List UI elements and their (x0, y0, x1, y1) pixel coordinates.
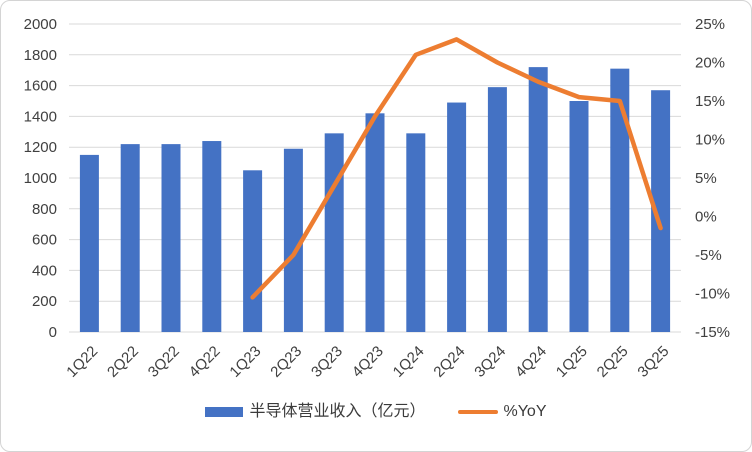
x-axis-tick-label: 3Q23 (308, 343, 346, 381)
left-axis-tick-label: 1400 (24, 108, 57, 125)
yoy-line (250, 37, 663, 300)
right-axis-tick-label: 20% (695, 55, 725, 72)
bar-2Q22 (120, 144, 140, 332)
x-axis-tick-label: 4Q23 (349, 343, 387, 381)
bar-3Q24 (487, 87, 507, 332)
left-axis-tick-label: 1200 (24, 139, 57, 156)
x-axis-tick-label: 2Q25 (594, 343, 632, 381)
right-axis-tick-label: 5% (695, 170, 717, 187)
left-axis-tick-label: 2000 (24, 16, 57, 33)
bar-2Q23 (283, 148, 303, 332)
right-axis-tick-label: -10% (695, 286, 730, 303)
left-axis-tick-label: 1600 (24, 78, 57, 95)
x-axis-tick-label: 4Q22 (186, 343, 224, 381)
right-axis-tick-label: 25% (695, 16, 725, 33)
left-axis-tick-label: 1800 (24, 47, 57, 64)
left-axis-tick-label: 200 (32, 293, 57, 310)
bar-4Q22 (202, 141, 222, 332)
x-axis-tick-label: 3Q24 (471, 343, 509, 381)
bar-4Q24 (528, 67, 548, 333)
x-axis-tick-label: 1Q25 (553, 343, 591, 381)
x-axis-tick-label: 2Q22 (104, 343, 142, 381)
right-axis-tick-label: -5% (695, 247, 722, 264)
bar-1Q24 (406, 133, 426, 332)
bar-3Q25 (651, 90, 671, 332)
x-axis-tick-label: 1Q22 (63, 343, 101, 381)
x-axis-tick-label: 1Q24 (390, 343, 428, 381)
right-axis-tick-label: 15% (695, 93, 725, 110)
x-axis-tick-label: 3Q25 (634, 343, 672, 381)
left-axis-tick-label: 1000 (24, 170, 57, 187)
bar-1Q23 (243, 170, 263, 332)
bar-2Q25 (610, 68, 630, 332)
right-axis-tick-label: 0% (695, 209, 717, 226)
bar-1Q25 (569, 101, 589, 332)
bar-3Q23 (324, 133, 344, 332)
right-axis-tick-label: 10% (695, 132, 725, 149)
left-axis-tick-label: 0 (49, 324, 57, 341)
left-axis-tick-label: 600 (32, 232, 57, 249)
right-axis-tick-label: -15% (695, 324, 730, 341)
x-axis-tick-label: 3Q22 (145, 343, 183, 381)
left-axis-tick-label: 800 (32, 201, 57, 218)
bar-4Q23 (365, 113, 385, 332)
left-axis-tick-label: 400 (32, 262, 57, 279)
bar-2Q24 (447, 102, 467, 332)
x-axis-tick-label: 2Q24 (430, 343, 468, 381)
bar-1Q22 (79, 154, 99, 332)
x-axis-tick-label: 2Q23 (267, 343, 305, 381)
x-axis-tick-label: 4Q24 (512, 343, 550, 381)
x-axis-tick-label: 1Q23 (226, 343, 264, 381)
bar-3Q22 (161, 144, 181, 332)
